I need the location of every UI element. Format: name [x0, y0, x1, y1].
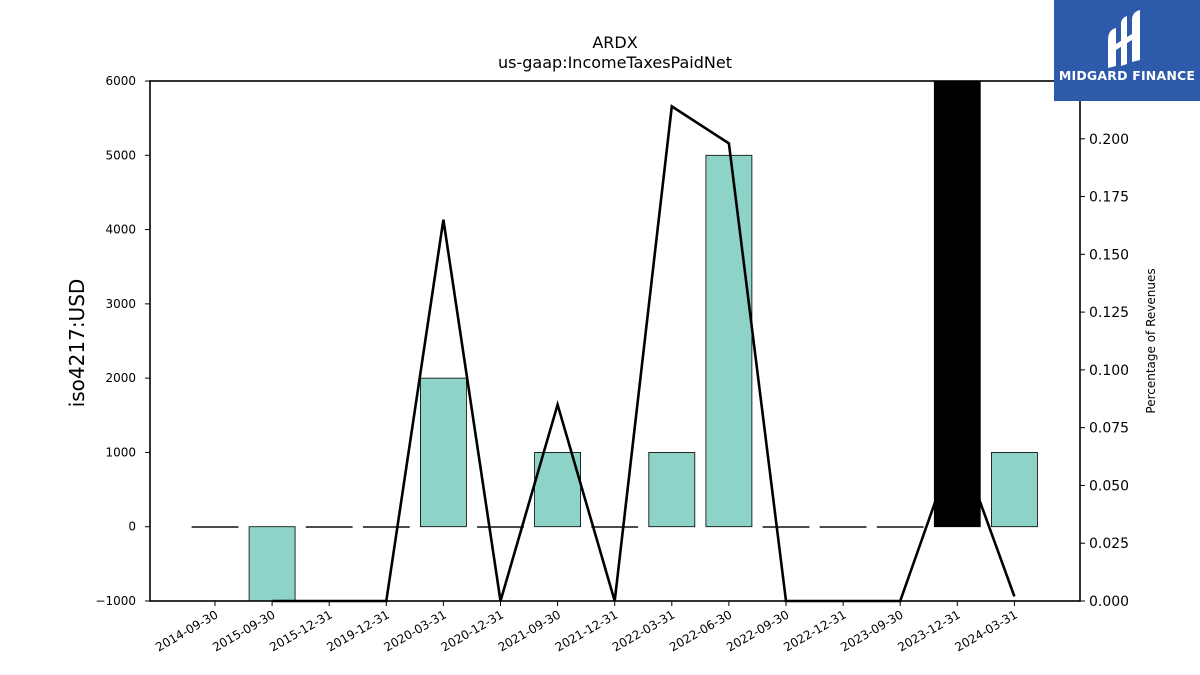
bar: [933, 80, 981, 528]
y-tick-label: 1000: [105, 445, 136, 459]
x-tick-label: 2023-12-31: [895, 607, 962, 654]
bar: [876, 526, 924, 528]
y-tick-label: −1000: [95, 594, 136, 608]
x-tick-label: 2023-09-30: [838, 607, 905, 654]
bar: [305, 526, 353, 528]
x-tick-label: 2015-12-31: [267, 607, 334, 654]
y-tick-label: 4000: [105, 223, 136, 237]
x-tick-label: 2020-12-31: [439, 607, 506, 654]
left-axis-ticks: −1000 0 1000 2000 3000 4000 5000 6000: [95, 74, 150, 608]
x-tick-label: 2021-09-30: [496, 607, 563, 654]
x-tick-label: 2024-03-31: [952, 607, 1019, 654]
x-tick-label: 2022-06-30: [667, 607, 734, 654]
y2-tick-label: 0.175: [1089, 190, 1129, 206]
bar: [248, 526, 296, 602]
y2-tick-label: 0.100: [1089, 363, 1129, 379]
x-tick-label: 2022-03-31: [610, 607, 677, 654]
bar: [819, 526, 867, 528]
y2-tick-label: 0.200: [1089, 132, 1129, 148]
y2-tick-label: 0.050: [1089, 478, 1129, 494]
y2-axis-label: Percentage of Revenues: [1144, 268, 1158, 413]
right-axis-ticks: 0.000 0.025 0.050 0.075 0.100 0.125 0.150 0.175…: [1080, 132, 1129, 610]
y-tick-label: 6000: [105, 74, 136, 88]
x-tick-label: 2019-12-31: [324, 607, 391, 654]
logo-text: MIDGARD FINANCE: [1058, 68, 1196, 83]
x-tick-label: 2022-12-31: [781, 607, 848, 654]
bar: [591, 526, 639, 528]
bar-series: [191, 80, 1038, 602]
y-axis-label: iso4217:USD: [65, 279, 89, 408]
y2-tick-label: 0.125: [1089, 305, 1129, 321]
x-tick-label: 2021-12-31: [553, 607, 620, 654]
x-tick-label: 2022-09-30: [724, 607, 791, 654]
x-tick-label: 2014-09-30: [153, 607, 220, 654]
bar: [419, 377, 467, 528]
y2-tick-label: 0.150: [1089, 247, 1129, 263]
bar: [362, 526, 410, 528]
bar: [762, 526, 810, 528]
y-tick-label: 0: [128, 520, 136, 534]
y2-tick-label: 0.000: [1089, 594, 1129, 610]
y2-tick-label: 0.075: [1089, 421, 1129, 437]
bar: [191, 526, 239, 528]
y-tick-label: 3000: [105, 297, 136, 311]
x-tick-label: 2020-03-31: [381, 607, 448, 654]
bar: [648, 452, 696, 528]
y-tick-label: 5000: [105, 148, 136, 162]
chart-title: ARDX: [592, 33, 637, 52]
x-axis-ticks: 2014-09-302015-09-302015-12-312019-12-31…: [153, 601, 1020, 654]
bar: [477, 526, 524, 528]
y2-tick-label: 0.025: [1089, 536, 1129, 552]
bar: [991, 452, 1038, 528]
bar: [705, 154, 753, 528]
x-tick-label: 2015-09-30: [210, 607, 277, 654]
chart-subtitle: us-gaap:IncomeTaxesPaidNet: [498, 53, 732, 72]
y-tick-label: 2000: [105, 371, 136, 385]
brand-logo: MIDGARD FINANCE: [1054, 0, 1200, 101]
bar: [534, 452, 581, 528]
midgard-logo-icon: [1108, 10, 1140, 68]
